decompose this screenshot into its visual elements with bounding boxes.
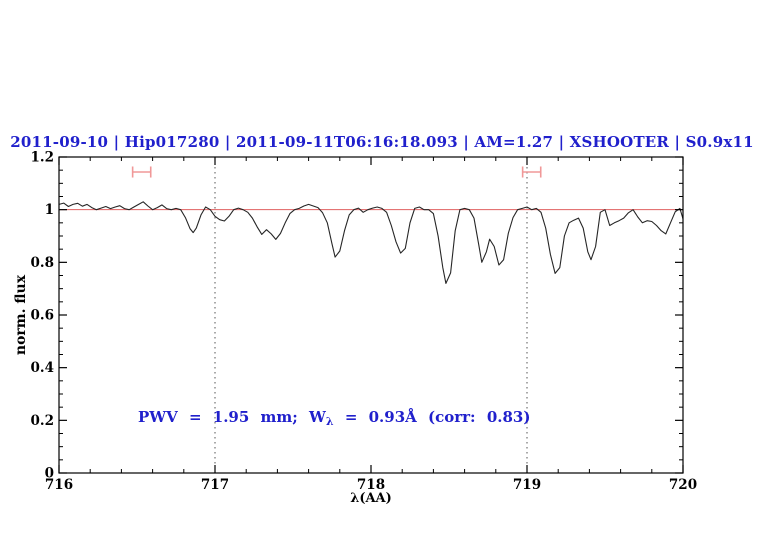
- svg-text:0.2: 0.2: [31, 413, 55, 429]
- pwv-annotation-prefix: PWV = 1.95 mm; W: [138, 408, 326, 426]
- svg-text:716: 716: [45, 477, 73, 493]
- pwv-annotation-lambda-subscript: λ: [325, 415, 334, 428]
- svg-text:717: 717: [201, 477, 229, 493]
- plot-title: 2011-09-10 | Hip017280 | 2011-09-11T06:1…: [10, 133, 754, 151]
- svg-text:0.8: 0.8: [31, 255, 55, 271]
- pwv-annotation-suffix: = 0.93Å (corr: 0.83): [333, 408, 531, 426]
- svg-text:0.6: 0.6: [31, 308, 55, 324]
- svg-text:0: 0: [45, 466, 54, 482]
- svg-text:1: 1: [45, 202, 54, 218]
- y-axis-label: norm. flux: [13, 274, 29, 356]
- svg-text:719: 719: [513, 477, 541, 493]
- svg-text:720: 720: [669, 477, 697, 493]
- x-axis-label: λ(AA): [350, 491, 392, 506]
- svg-text:0.4: 0.4: [31, 360, 55, 376]
- svg-text:718: 718: [357, 477, 385, 493]
- pwv-annotation: PWV = 1.95 mm; Wλ = 0.93Å (corr: 0.83): [138, 408, 530, 428]
- svg-text:1.2: 1.2: [31, 150, 55, 166]
